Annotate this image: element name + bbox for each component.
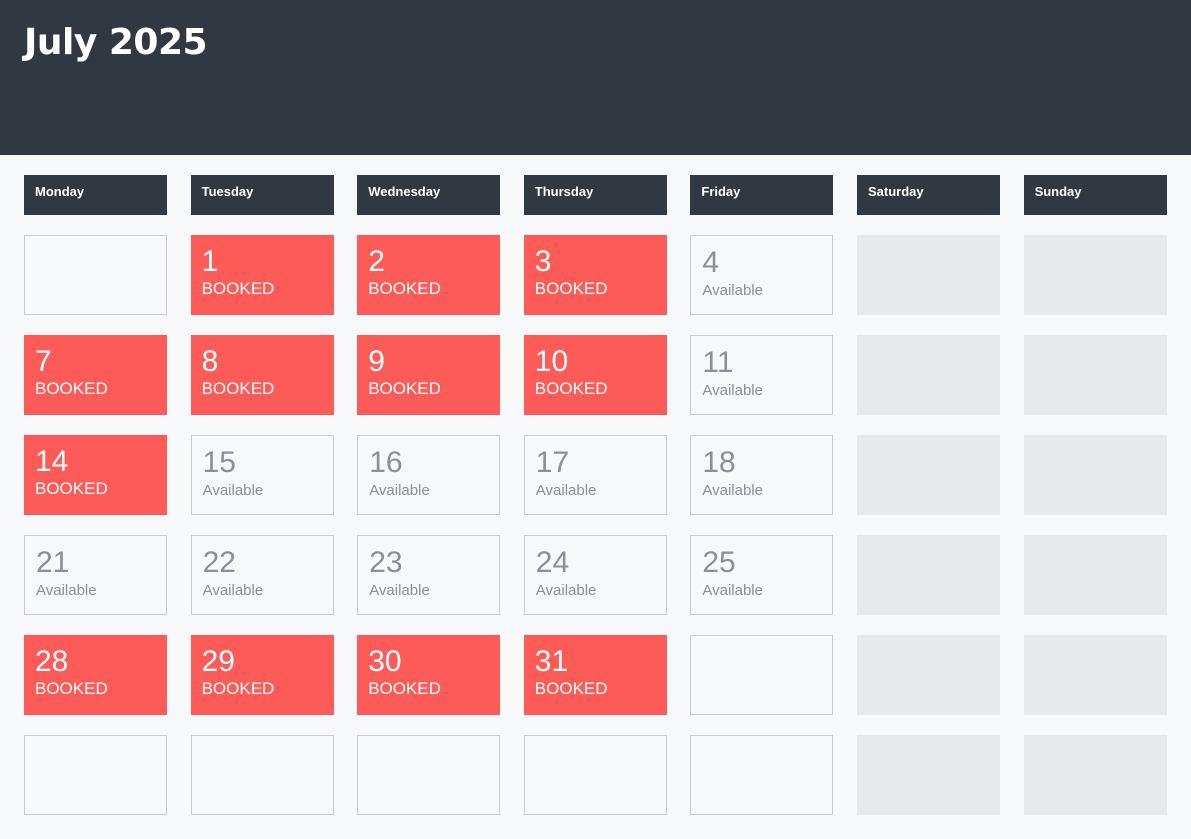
day-number: 1 (201, 245, 219, 278)
weekday-header-saturday: Saturday (856, 175, 1000, 215)
calendar-day-cell[interactable]: 2 BOOKED (357, 235, 501, 315)
booked-status-label: BOOKED (201, 679, 275, 698)
calendar-day-cell[interactable]: 15 Available (190, 435, 334, 515)
calendar-day-cell (24, 235, 167, 315)
calendar-day-cell[interactable]: 4 Available (690, 235, 834, 315)
weekday-header-wednesday: Wednesday (357, 175, 501, 215)
available-status-label: Available (202, 482, 264, 499)
available-status-label: Available (702, 382, 763, 399)
weekday-header-friday: Friday (690, 175, 834, 215)
available-status-label: Available (36, 582, 97, 599)
calendar-day-cell[interactable]: 29 BOOKED (190, 635, 334, 715)
calendar-day-cell (1023, 335, 1167, 415)
day-number: 10 (534, 345, 569, 378)
weekday-header-sunday: Sunday (1023, 175, 1167, 215)
day-number: 21 (36, 546, 70, 579)
day-number: 8 (201, 345, 219, 378)
calendar-day-cell (190, 735, 334, 815)
calendar-day-cell[interactable]: 1 BOOKED (190, 235, 334, 315)
available-status-label: Available (202, 582, 264, 599)
calendar-day-cell (1023, 235, 1167, 315)
calendar-day-cell (856, 435, 1000, 515)
calendar-day-cell[interactable]: 24 Available (523, 535, 667, 615)
day-number: 7 (35, 345, 52, 378)
page-title: July 2025 (24, 22, 208, 63)
day-number: 17 (535, 446, 570, 479)
booked-status-label: BOOKED (35, 679, 108, 698)
calendar-day-cell (856, 735, 1000, 815)
calendar-day-cell[interactable]: 8 BOOKED (190, 335, 334, 415)
calendar-day-cell[interactable]: 22 Available (190, 535, 334, 615)
booked-status-label: BOOKED (534, 679, 608, 698)
calendar-day-cell (1023, 435, 1167, 515)
calendar-day-cell[interactable]: 3 BOOKED (523, 235, 667, 315)
available-status-label: Available (369, 482, 430, 499)
available-status-label: Available (702, 582, 763, 599)
day-number: 9 (368, 345, 385, 378)
day-number: 4 (702, 246, 720, 279)
booked-status-label: BOOKED (201, 379, 275, 398)
calendar-day-cell[interactable]: 9 BOOKED (357, 335, 501, 415)
day-number: 15 (202, 446, 236, 479)
calendar-day-cell (690, 735, 834, 815)
day-number: 23 (369, 546, 403, 579)
day-number: 3 (534, 245, 552, 278)
calendar-day-cell[interactable]: 28 BOOKED (24, 635, 167, 715)
calendar-header: July 2025 (0, 0, 1191, 155)
booked-status-label: BOOKED (534, 279, 608, 298)
calendar-day-cell[interactable]: 18 Available (690, 435, 834, 515)
calendar-day-cell (856, 535, 1000, 615)
available-status-label: Available (535, 482, 597, 499)
calendar-day-cell (1023, 535, 1167, 615)
calendar-day-cell (856, 235, 1000, 315)
calendar-day-cell (1023, 635, 1167, 715)
booked-status-label: BOOKED (35, 379, 108, 398)
calendar-day-cell (24, 735, 167, 815)
day-number: 2 (368, 245, 385, 278)
booked-status-label: BOOKED (368, 679, 441, 698)
calendar-day-cell (856, 635, 1000, 715)
calendar-day-cell[interactable]: 31 BOOKED (523, 635, 667, 715)
calendar-day-cell (1023, 735, 1167, 815)
booked-status-label: BOOKED (201, 279, 275, 298)
day-number: 25 (702, 546, 736, 579)
available-status-label: Available (369, 582, 430, 599)
calendar-day-cell[interactable]: 16 Available (357, 435, 501, 515)
calendar-day-cell[interactable]: 14 BOOKED (24, 435, 167, 515)
day-number: 16 (369, 446, 403, 479)
day-number: 14 (35, 445, 69, 478)
day-number: 31 (534, 645, 569, 678)
day-number: 28 (35, 645, 69, 678)
calendar-day-cell (856, 335, 1000, 415)
calendar-day-cell[interactable]: 7 BOOKED (24, 335, 167, 415)
calendar-day-cell[interactable]: 17 Available (523, 435, 667, 515)
weekday-header-tuesday: Tuesday (190, 175, 334, 215)
booked-status-label: BOOKED (368, 279, 441, 298)
calendar-day-cell[interactable]: 10 BOOKED (523, 335, 667, 415)
booked-status-label: BOOKED (368, 379, 441, 398)
calendar-day-cell[interactable]: 23 Available (357, 535, 501, 615)
available-status-label: Available (702, 482, 763, 499)
day-number: 29 (201, 645, 235, 678)
available-status-label: Available (702, 282, 763, 299)
available-status-label: Available (535, 582, 597, 599)
calendar-day-cell (523, 735, 667, 815)
weekday-header-thursday: Thursday (523, 175, 667, 215)
booked-status-label: BOOKED (534, 379, 608, 398)
day-number: 24 (535, 546, 570, 579)
calendar-day-cell[interactable]: 25 Available (690, 535, 834, 615)
calendar-day-cell (690, 635, 834, 715)
calendar-day-cell[interactable]: 30 BOOKED (357, 635, 501, 715)
calendar-day-cell[interactable]: 21 Available (24, 535, 167, 615)
calendar-day-cell (357, 735, 501, 815)
calendar-day-cell[interactable]: 11 Available (690, 335, 834, 415)
day-number: 30 (368, 645, 402, 678)
day-number: 22 (202, 546, 236, 579)
calendar-grid: Monday Tuesday Wednesday Thursday Friday… (24, 175, 1167, 815)
day-number: 18 (702, 446, 736, 479)
day-number: 11 (702, 346, 734, 379)
weekday-header-monday: Monday (24, 175, 167, 215)
booked-status-label: BOOKED (35, 479, 108, 498)
